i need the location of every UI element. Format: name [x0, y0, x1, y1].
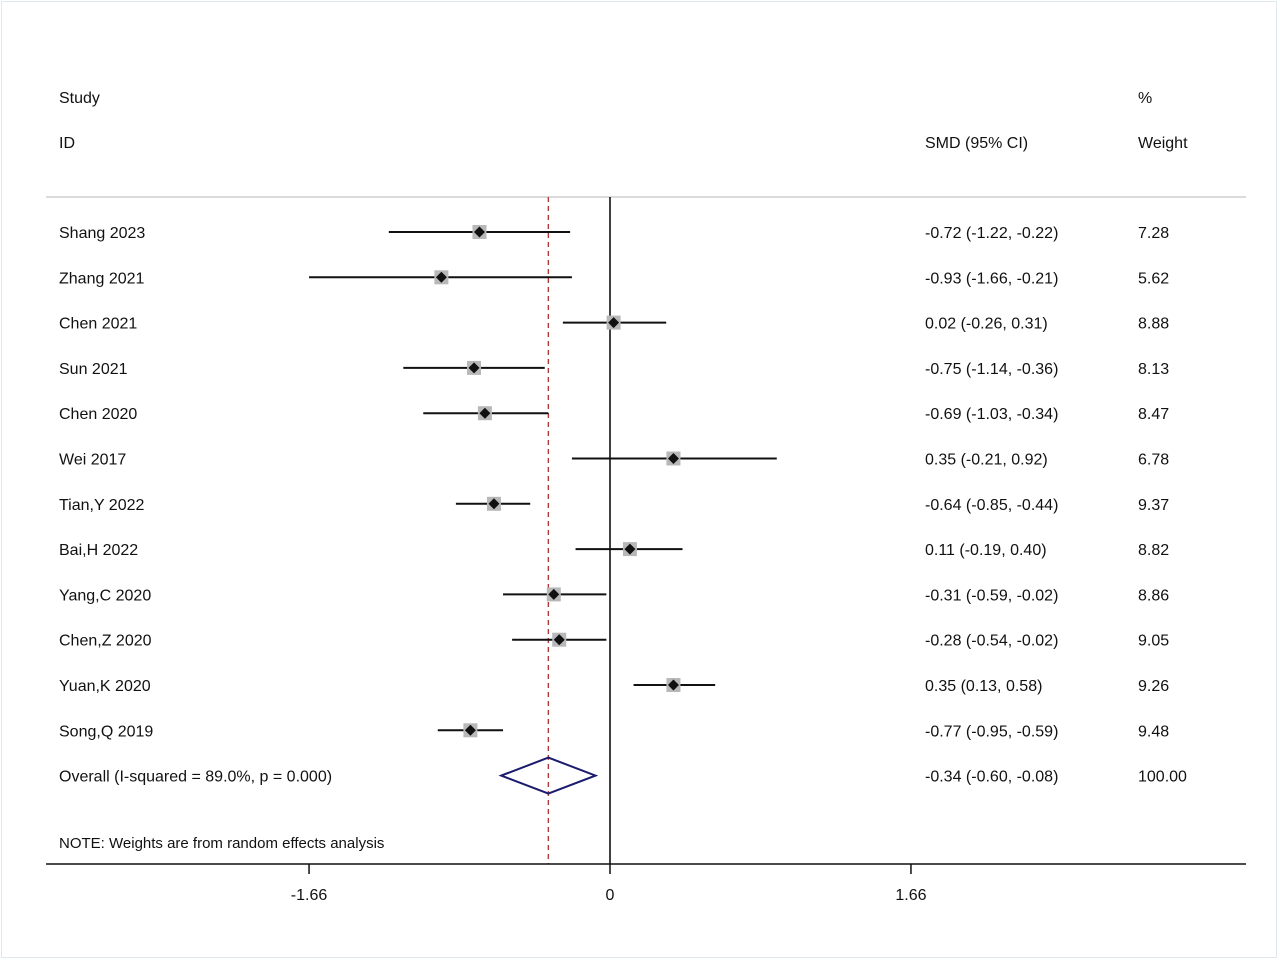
study-row: Bai,H 2022 0.11 (-0.19, 0.40) 8.82 [59, 542, 1169, 559]
study-id-label: Yang,C 2020 [59, 587, 151, 604]
smd-ci-label: 0.11 (-0.19, 0.40) [925, 542, 1047, 559]
header-id: ID [59, 135, 75, 152]
point-estimate-marker [468, 362, 480, 374]
smd-ci-label: -0.31 (-0.59, -0.02) [925, 587, 1058, 604]
smd-ci-label: -0.28 (-0.54, -0.02) [925, 633, 1058, 650]
weight-label: 9.37 [1138, 497, 1169, 514]
smd-ci-label: -0.75 (-1.14, -0.36) [925, 361, 1058, 378]
header-weight: Weight [1138, 135, 1188, 152]
study-id-label: Chen 2021 [59, 316, 137, 333]
study-id-label: Bai,H 2022 [59, 542, 138, 559]
weight-label: 8.86 [1138, 587, 1169, 604]
study-row: Chen 2020 -0.69 (-1.03, -0.34) 8.47 [59, 406, 1169, 423]
study-id-label: Sun 2021 [59, 361, 128, 378]
study-row: Chen 2021 0.02 (-0.26, 0.31) 8.88 [59, 315, 1169, 333]
study-row: Yang,C 2020 -0.31 (-0.59, -0.02) 8.86 [59, 587, 1169, 604]
weight-label: 8.13 [1138, 361, 1169, 378]
point-estimate-marker [548, 588, 560, 600]
study-id-label: Yuan,K 2020 [59, 678, 151, 695]
study-id-label: Song,Q 2019 [59, 723, 153, 740]
overall-weight-label: 100.00 [1138, 769, 1187, 786]
study-rows: Shang 2023 -0.72 (-1.22, -0.22) 7.28 Zhang … [59, 197, 1187, 864]
weight-label: 8.82 [1138, 542, 1169, 559]
overall-label: Overall (I-squared = 89.0%, p = 0.000) [59, 769, 332, 786]
x-tick-label: -1.66 [291, 887, 328, 904]
header-smd: SMD (95% CI) [925, 135, 1028, 152]
point-estimate-marker [553, 634, 565, 646]
study-id-label: Chen 2020 [59, 406, 137, 423]
x-axis-ticks: -1.66 0 1.66 [291, 864, 927, 904]
x-tick-label: 0 [606, 887, 615, 904]
smd-ci-label: -0.69 (-1.03, -0.34) [925, 406, 1058, 423]
point-estimate-marker [624, 543, 636, 555]
overall-row: Overall (I-squared = 89.0%, p = 0.000) -0… [59, 756, 1187, 795]
header-percent: % [1138, 90, 1152, 107]
x-tick-label: 1.66 [895, 887, 926, 904]
study-id-label: Shang 2023 [59, 225, 145, 242]
overall-ci-label: -0.34 (-0.60, -0.08) [925, 769, 1058, 786]
smd-ci-label: -0.77 (-0.95, -0.59) [925, 723, 1058, 740]
weight-label: 9.48 [1138, 723, 1169, 740]
study-row: Zhang 2021 -0.93 (-1.66, -0.21) 5.62 [59, 270, 1169, 287]
weight-label: 8.88 [1138, 316, 1169, 333]
smd-ci-label: 0.02 (-0.26, 0.31) [925, 316, 1048, 333]
study-row: Sun 2021 -0.75 (-1.14, -0.36) 8.13 [59, 360, 1169, 378]
point-estimate-marker [667, 679, 679, 691]
study-row: Yuan,K 2020 0.35 (0.13, 0.58) 9.26 [59, 678, 1169, 695]
weight-label: 6.78 [1138, 452, 1169, 469]
overall-diamond [498, 756, 599, 795]
weight-label: 7.28 [1138, 225, 1169, 242]
smd-ci-label: -0.93 (-1.66, -0.21) [925, 270, 1058, 287]
point-estimate-marker [667, 453, 679, 464]
study-row: Shang 2023 -0.72 (-1.22, -0.22) 7.28 [59, 225, 1169, 242]
smd-ci-label: -0.64 (-0.85, -0.44) [925, 497, 1058, 514]
weight-label: 9.05 [1138, 633, 1169, 650]
study-id-label: Wei 2017 [59, 452, 126, 469]
study-id-label: Tian,Y 2022 [59, 497, 145, 514]
point-estimate-marker [435, 271, 447, 283]
weight-label: 8.47 [1138, 406, 1169, 423]
smd-ci-label: 0.35 (0.13, 0.58) [925, 678, 1042, 695]
study-row: Tian,Y 2022 -0.64 (-0.85, -0.44) 9.37 [59, 496, 1169, 514]
weights-note: NOTE: Weights are from random effects an… [59, 835, 384, 852]
smd-ci-label: 0.35 (-0.21, 0.92) [925, 452, 1048, 469]
point-estimate-marker [488, 498, 500, 510]
study-id-label: Zhang 2021 [59, 270, 145, 287]
weight-label: 9.26 [1138, 678, 1169, 695]
study-id-label: Chen,Z 2020 [59, 633, 152, 650]
point-estimate-marker [473, 226, 485, 238]
header-study: Study [59, 90, 100, 107]
weight-label: 5.62 [1138, 270, 1169, 287]
study-row: Chen,Z 2020 -0.28 (-0.54, -0.02) 9.05 [59, 632, 1169, 650]
smd-ci-label: -0.72 (-1.22, -0.22) [925, 225, 1058, 242]
point-estimate-marker [608, 317, 620, 329]
study-row: Song,Q 2019 -0.77 (-0.95, -0.59) 9.48 [59, 723, 1169, 740]
study-row: Wei 2017 0.35 (-0.21, 0.92) 6.78 [59, 451, 1169, 469]
point-estimate-marker [479, 407, 491, 419]
point-estimate-marker [464, 724, 476, 736]
